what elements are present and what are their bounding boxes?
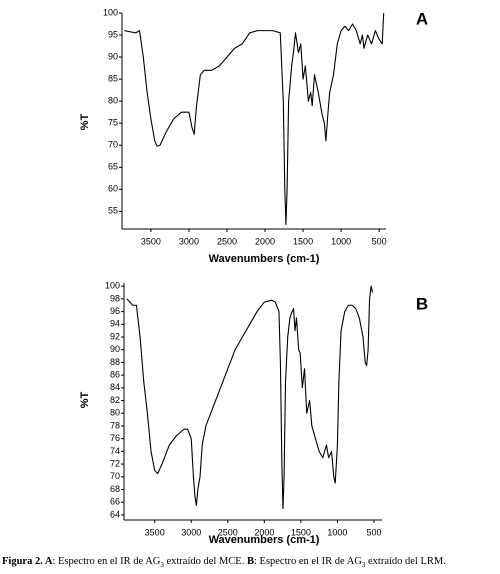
y-tick-label: 90 — [110, 344, 120, 354]
x-tick-label: 3500 — [141, 236, 161, 246]
y-tick-label: 100 — [103, 7, 118, 17]
spectrum-line — [126, 285, 374, 510]
caption-text: extraído del MCE. — [163, 556, 247, 567]
caption-text: : Espectro en el IR de AG — [52, 556, 161, 567]
caption-text: 3 — [361, 561, 366, 570]
x-tick-label: 500 — [366, 527, 381, 537]
y-tick-label: 76 — [110, 433, 120, 443]
x-tick-label: 1500 — [291, 527, 311, 537]
x-tick-label: 2500 — [218, 527, 238, 537]
caption-text: extraído del LRM. — [365, 556, 446, 567]
panel-label: B — [416, 294, 428, 313]
y-tick-label: 55 — [108, 206, 118, 216]
y-tick-label: 64 — [110, 509, 120, 519]
x-tick-label: 3000 — [181, 527, 201, 537]
y-tick-label: 65 — [108, 162, 118, 172]
charts: 55 60 65 70 75 80 85 90 95 100 3500 3000 2500 2000 150… — [79, 7, 428, 546]
y-tick-label: 98 — [110, 293, 120, 303]
y-tick-label: 68 — [110, 484, 120, 494]
y-tick-label: 95 — [108, 29, 118, 39]
y-tick-label: 80 — [108, 96, 118, 106]
x-axis-label: Wavenumbers (cm-1) — [209, 253, 320, 265]
y-tick-label: 86 — [110, 370, 120, 380]
x-axis-label: Wavenumbers (cm-1) — [209, 534, 320, 546]
x-tick-label: 2500 — [217, 236, 237, 246]
y-tick-label: 80 — [110, 408, 120, 418]
caption-text: : Espectro en el IR de AG — [253, 556, 362, 567]
y-tick-label: 94 — [110, 319, 120, 329]
x-tick-label: 1500 — [293, 236, 313, 246]
y-axis-label: %T — [79, 391, 91, 408]
x-tick-label: 3000 — [179, 236, 199, 246]
y-tick-label: 88 — [110, 357, 120, 367]
y-tick-label: 74 — [110, 446, 120, 456]
panel-label: A — [416, 9, 428, 28]
y-tick-label: 84 — [110, 382, 120, 392]
y-tick-label: 82 — [110, 395, 120, 405]
y-tick-label: 60 — [108, 184, 118, 194]
caption-text: 3 — [160, 561, 164, 570]
spectrum-line — [124, 12, 385, 226]
y-tick-label: 72 — [110, 458, 120, 468]
x-tick-label: 2000 — [254, 527, 274, 537]
y-tick-label: 85 — [108, 73, 118, 83]
x-tick-label: 2000 — [255, 236, 275, 246]
y-tick-label: 75 — [108, 118, 118, 128]
caption-text: B — [246, 556, 254, 567]
y-axis-label: %T — [79, 113, 91, 130]
y-tick-label: 90 — [108, 51, 118, 61]
caption: Figura 2. A: Espectro en el IR de AG3 ex… — [2, 556, 500, 569]
x-tick-label: 1000 — [331, 236, 351, 246]
x-tick-label: 3500 — [145, 527, 165, 537]
caption-text: Figura 2. A — [2, 556, 53, 567]
y-tick-label: 100 — [105, 281, 120, 291]
y-tick-label: 78 — [110, 420, 120, 430]
y-tick-label: 96 — [110, 306, 120, 316]
y-tick-label: 70 — [108, 140, 118, 150]
y-tick-label: 70 — [110, 471, 120, 481]
x-tick-label: 1000 — [327, 527, 347, 537]
y-tick-label: 66 — [110, 497, 120, 507]
x-tick-label: 500 — [372, 236, 387, 246]
y-tick-label: 92 — [110, 331, 120, 341]
